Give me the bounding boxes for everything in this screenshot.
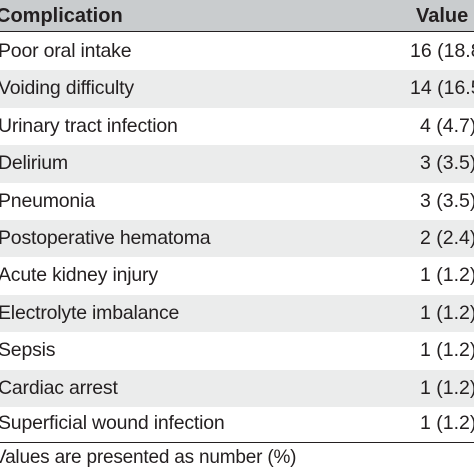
- table-row: Pneumonia 3 (3.5): [0, 183, 474, 220]
- row-value: 16 (18.8: [410, 40, 474, 62]
- row-complication: Postoperative hematoma: [0, 227, 211, 249]
- table-row: Sepsis 1 (1.2): [0, 332, 474, 369]
- table-row: Cardiac arrest 1 (1.2): [0, 369, 474, 407]
- row-complication: Cardiac arrest: [0, 376, 118, 399]
- table-row: Urinary tract infection 4 (4.7): [0, 108, 474, 145]
- row-value: 1 (1.2): [420, 376, 474, 399]
- row-value: 3 (3.5): [420, 189, 474, 212]
- row-complication: Delirium: [0, 152, 68, 175]
- row-complication: Electrolyte imbalance: [0, 301, 180, 324]
- row-complication: Pneumonia: [0, 189, 95, 212]
- row-complication: Urinary tract infection: [0, 114, 178, 137]
- row-value: 1 (1.2): [420, 412, 474, 434]
- row-value: 2 (2.4): [420, 227, 474, 249]
- table-row: Electrolyte imbalance 1 (1.2): [0, 294, 474, 333]
- table-row: Superficial wound infection 1 (1.2): [0, 405, 474, 442]
- row-value: 1 (1.2): [420, 301, 474, 324]
- header-value: Value: [416, 5, 469, 27]
- row-value: 4 (4.7): [420, 114, 474, 137]
- row-complication: Superficial wound infection: [0, 412, 225, 434]
- table-row: Voiding difficulty 14 (16.5: [0, 70, 474, 108]
- row-value: 3 (3.5): [420, 152, 474, 175]
- table-header-row: Complication Value: [0, 0, 474, 32]
- table-row: Acute kidney injury 1 (1.2): [0, 257, 474, 294]
- row-complication: Poor oral intake: [0, 40, 132, 62]
- header-complication: Complication: [0, 5, 123, 27]
- table-bottom-rule: [0, 442, 474, 443]
- table-row: Poor oral intake 16 (18.8: [0, 33, 474, 70]
- row-complication: Sepsis: [0, 339, 56, 362]
- table-row: Postoperative hematoma 2 (2.4): [0, 220, 474, 258]
- table-row: Delirium 3 (3.5): [0, 145, 474, 183]
- row-value: 14 (16.5: [410, 77, 474, 100]
- row-complication: Acute kidney injury: [0, 264, 158, 287]
- row-complication: Voiding difficulty: [0, 77, 134, 100]
- row-value: 1 (1.2): [420, 264, 474, 287]
- row-value: 1 (1.2): [420, 339, 474, 362]
- table-footnote: Values are presented as number (%): [0, 447, 297, 468]
